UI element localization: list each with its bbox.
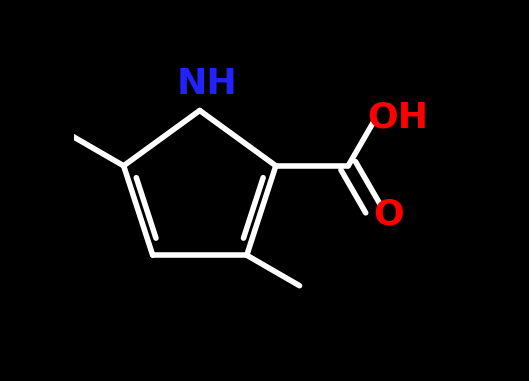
- Text: OH: OH: [367, 100, 428, 134]
- Text: NH: NH: [177, 67, 238, 101]
- Text: O: O: [373, 197, 404, 231]
